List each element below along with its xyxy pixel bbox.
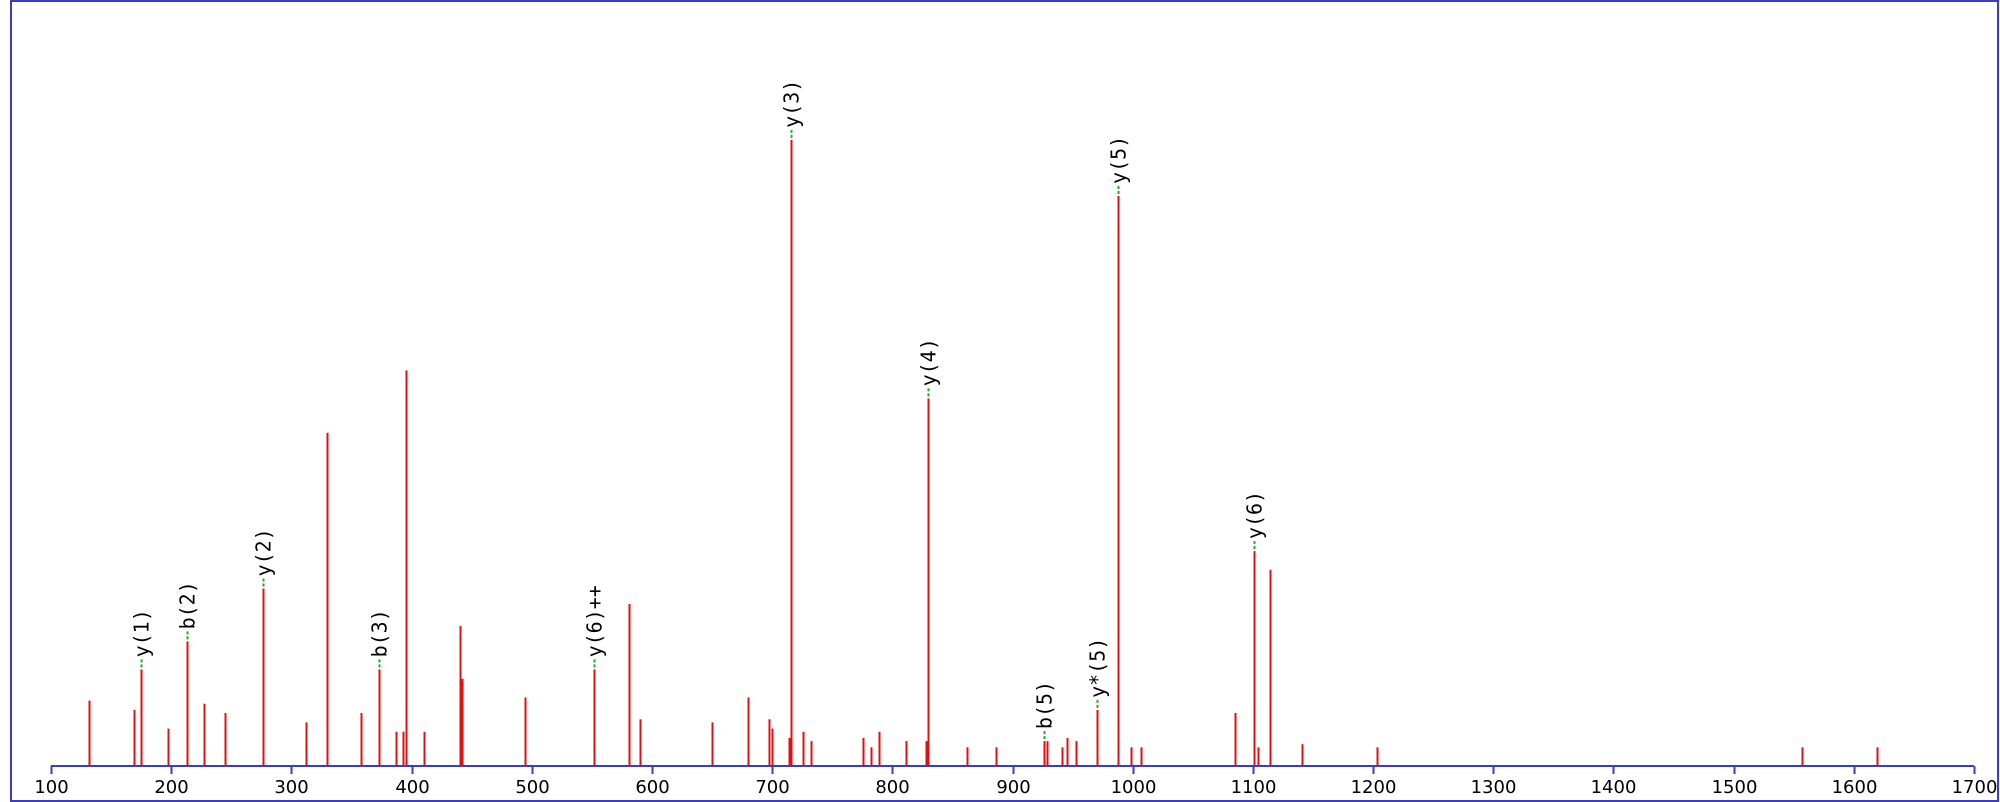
x-tick-label: 1300: [1471, 777, 1517, 798]
peaks-layer: [88, 139, 1879, 766]
chart-frame: [10, 0, 1999, 802]
x-tick-label: 700: [755, 777, 789, 798]
x-tick-label: 1700: [1952, 777, 1998, 798]
x-tick-label: 800: [875, 777, 909, 798]
ion-label: y(4): [917, 338, 941, 386]
x-tick-label: 1100: [1231, 777, 1277, 798]
x-tick-label: 1600: [1832, 777, 1878, 798]
x-tick-label: 400: [395, 777, 429, 798]
ion-label: b(3): [368, 609, 392, 657]
x-tick-label: 300: [274, 777, 308, 798]
x-tick-label: 500: [515, 777, 549, 798]
x-tick-label: 200: [154, 777, 188, 798]
x-tick-label: 100: [34, 777, 68, 798]
ion-label: y*(5): [1086, 638, 1110, 698]
x-tick-label: 1200: [1351, 777, 1397, 798]
ion-label: y(1): [130, 609, 154, 657]
x-tick-label: 900: [996, 777, 1030, 798]
ion-label: y(6)++: [583, 585, 607, 657]
ion-label: y(6): [1243, 491, 1267, 539]
x-tick-label: 1500: [1712, 777, 1758, 798]
x-axis-ticks: 100 200 300 400 500 600 700 800 900 1000 1100 1200 1…: [34, 766, 1997, 798]
x-tick-label: 1400: [1591, 777, 1637, 798]
x-tick-label: 600: [635, 777, 669, 798]
ion-label: y(2): [252, 528, 276, 576]
ion-label: y(3): [780, 80, 804, 128]
ion-labels-layer: y(1) b(2) y(2) b(3) y(6)++ y(3) y(4) b(5) y*(5) y…: [130, 80, 1267, 740]
ion-label: y(5): [1107, 136, 1131, 184]
ion-label: b(5): [1033, 681, 1057, 729]
x-tick-label: 1000: [1111, 777, 1157, 798]
ion-label: b(2): [176, 581, 200, 629]
